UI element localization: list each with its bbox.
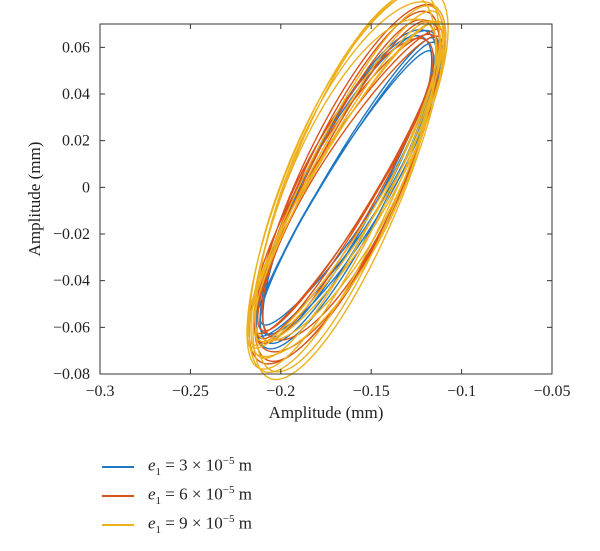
legend-swatch-series-1 (102, 465, 134, 468)
legend-item-series-2: e1 = 6 × 10−5 m (102, 481, 252, 510)
legend-swatch-series-2 (102, 494, 134, 497)
x-tick-label: −0.25 (172, 383, 209, 400)
x-tick-label: −0.2 (266, 383, 295, 400)
legend-label-series-3: e1 = 9 × 10−5 m (148, 512, 252, 537)
y-tick-label: 0.04 (62, 86, 90, 103)
hysteresis-chart: −0.3 −0.25 −0.2 −0.15 −0.1 −0.05 −0.08 −0.06 −0.… (25, 0, 571, 422)
x-tick-label: −0.15 (353, 383, 390, 400)
plot-frame (99, 23, 553, 375)
legend-label-series-2: e1 = 6 × 10−5 m (148, 483, 252, 508)
legend-swatch-series-3 (102, 523, 134, 526)
y-tick-label: −0.02 (53, 226, 90, 243)
y-tick-label: 0 (82, 179, 90, 196)
y-tick-label: −0.04 (53, 273, 90, 290)
series-lines (246, 0, 449, 381)
legend-item-series-3: e1 = 9 × 10−5 m (102, 510, 252, 539)
y-tick-label: 0.06 (62, 39, 90, 56)
x-tick-label: −0.1 (447, 383, 476, 400)
x-axis-label: Amplitude (mm) (269, 403, 384, 422)
legend-item-series-1: e1 = 3 × 10−5 m (102, 452, 252, 481)
x-tick-label: −0.3 (85, 383, 114, 400)
x-tick-label: −0.05 (533, 383, 570, 400)
y-tick-label: −0.06 (53, 319, 90, 336)
legend-label-series-1: e1 = 3 × 10−5 m (148, 454, 252, 479)
y-tick-label: 0.02 (62, 133, 90, 150)
legend: e1 = 3 × 10−5 m e1 = 6 × 10−5 m e1 = 9 ×… (102, 452, 252, 539)
series-line-3 (246, 0, 449, 381)
y-tick-label: −0.08 (53, 366, 90, 383)
axis-ticks: −0.3 −0.25 −0.2 −0.15 −0.1 −0.05 −0.08 −0.06 −0.… (53, 24, 571, 400)
y-axis-label: Amplitude (mm) (25, 142, 44, 257)
